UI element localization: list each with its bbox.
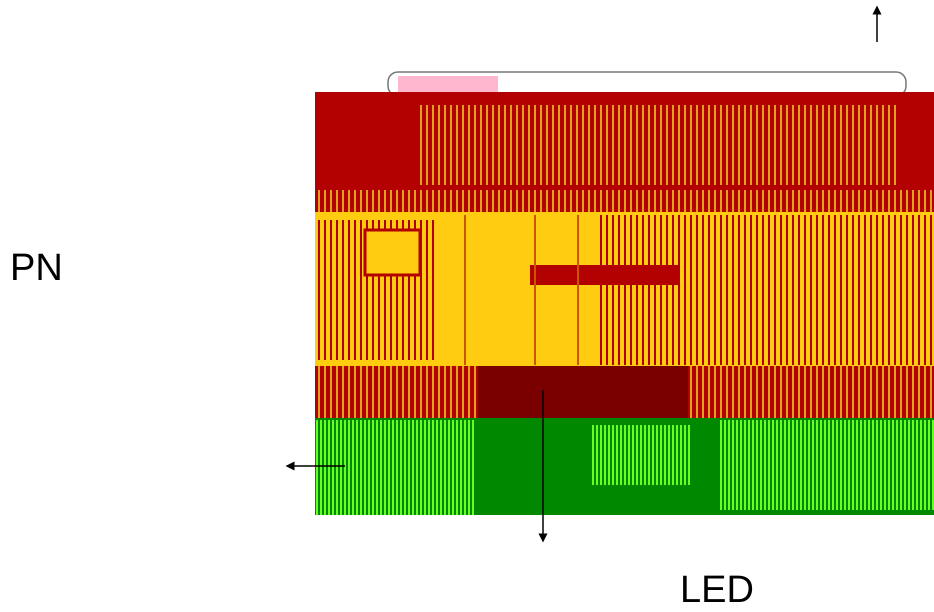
maroon-block (478, 366, 688, 418)
yellow-block (363, 228, 422, 277)
red-texture-edge (315, 190, 934, 212)
yellow-texture (600, 215, 934, 365)
red-bar (530, 265, 680, 285)
top-highlight (398, 76, 498, 94)
green-texture-left (315, 420, 475, 515)
device-image (315, 71, 934, 515)
red-texture (420, 105, 900, 185)
green-texture-right (720, 420, 934, 510)
led-label: LED (680, 569, 754, 611)
green-texture-mid (590, 425, 690, 485)
pn-label: PN (10, 247, 63, 289)
